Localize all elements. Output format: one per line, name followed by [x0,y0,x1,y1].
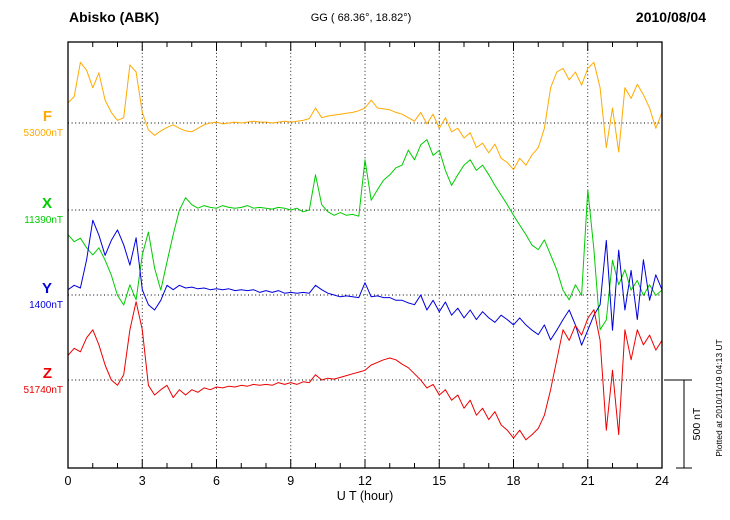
x-axis-label: U T (hour) [336,489,394,503]
geo-coordinates: GG ( 68.36°, 18.82°) [310,12,412,24]
station-title: Abisko (ABK) [69,9,160,25]
plot-frame [67,41,663,469]
trace-x [68,139,662,331]
series-baseline-z: 51740nT [23,385,63,396]
series-label-x: X [41,195,52,212]
x-tick-label: 3 [139,474,146,488]
x-tick-label: 9 [287,474,294,488]
x-tick-label: 0 [65,474,72,488]
trace-f [68,61,662,171]
trace-y [68,219,662,346]
series-label-y: Y [41,280,52,297]
series-label-f: F [42,108,52,125]
x-tick-label: 6 [213,474,220,488]
trace-z [68,301,662,441]
series-baseline-f: 53000nT [23,128,63,139]
plot-date: 2010/08/04 [635,9,706,25]
plot-credit: Plotted at 2010/11/19 04:13 UT [714,339,724,457]
series-label-z: Z [42,365,52,382]
x-tick-label: 15 [432,474,446,488]
scalebar-label: 500 nT [691,407,703,441]
x-tick-label: 18 [507,474,521,488]
series-baseline-y: 1400nT [29,300,63,311]
x-tick-label: 12 [358,474,372,488]
x-tick-label: 24 [655,474,669,488]
series-baseline-x: 11390nT [24,215,63,226]
x-tick-label: 21 [581,474,595,488]
